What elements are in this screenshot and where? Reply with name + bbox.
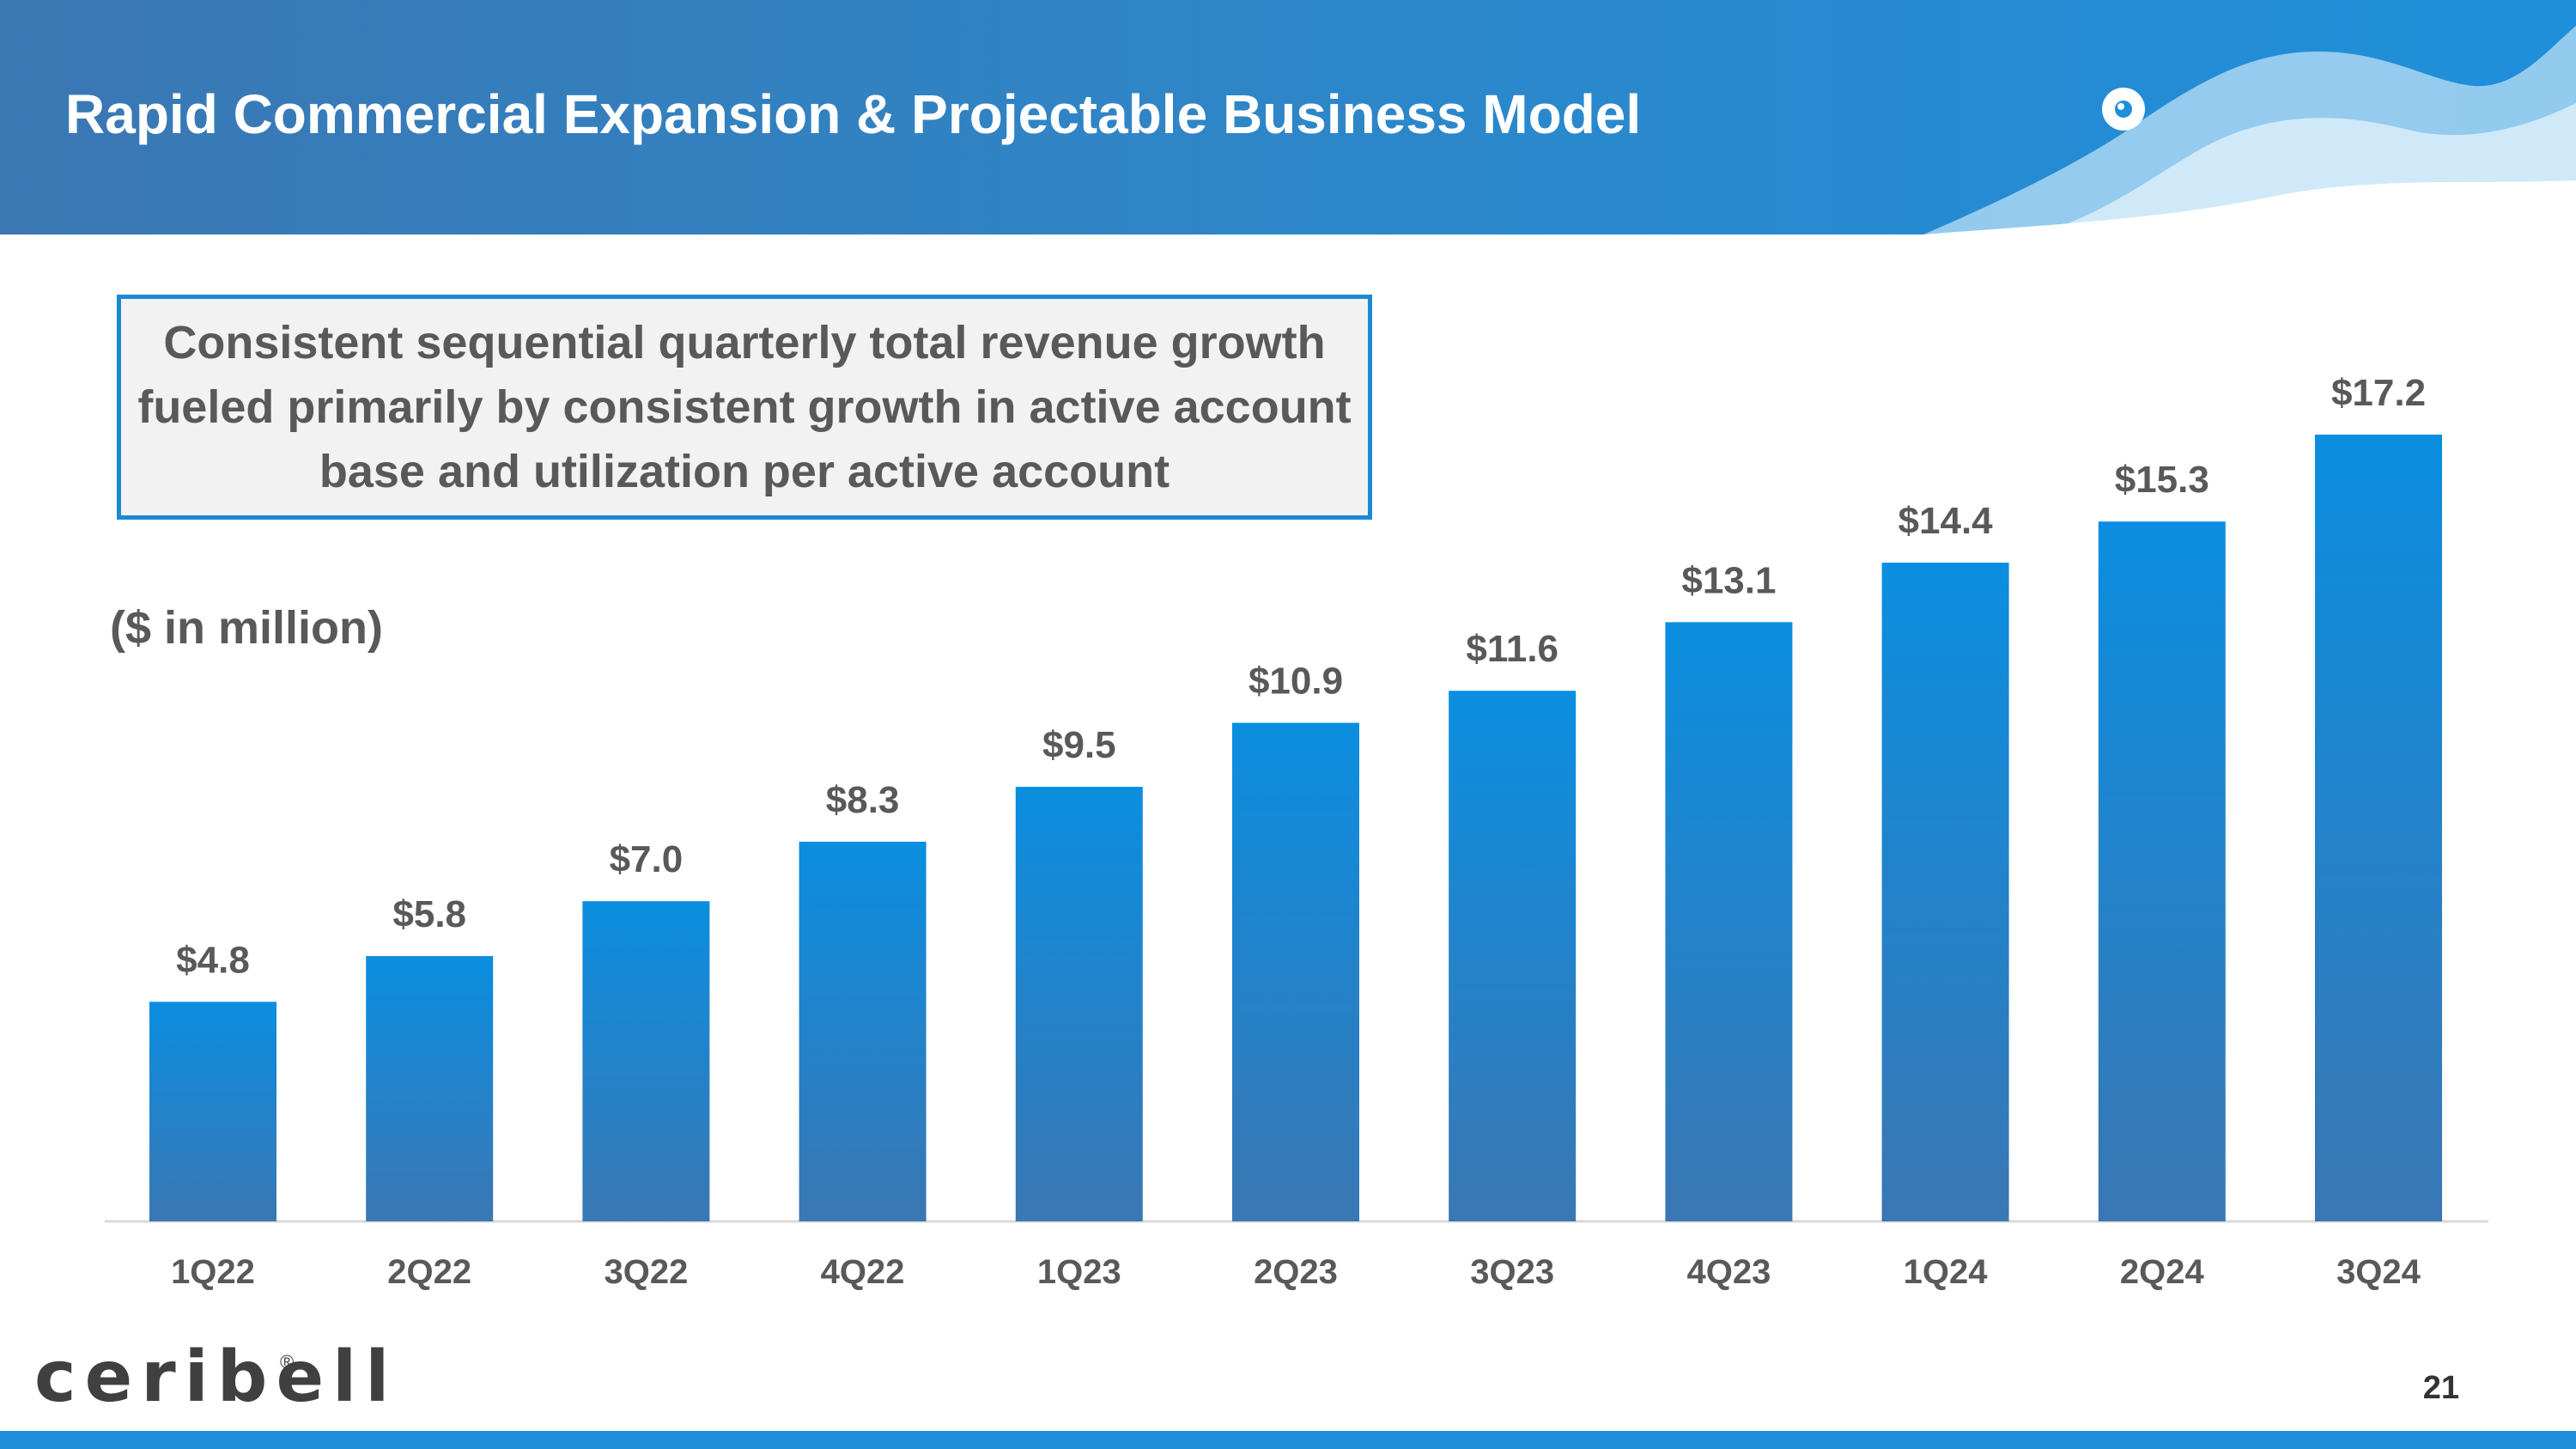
bar-4Q22 (799, 841, 927, 1221)
data-label-2Q24: $15.3 (2115, 459, 2209, 501)
tick-label-4Q22: 4Q22 (821, 1253, 905, 1291)
bar-3Q24 (2315, 435, 2442, 1221)
bar-3Q22 (582, 901, 710, 1221)
tick-label-2Q24: 2Q24 (2120, 1253, 2205, 1291)
slide-header: Rapid Commercial Expansion & Projectable… (0, 0, 2576, 234)
data-label-1Q23: $9.5 (1042, 724, 1116, 766)
bar-2Q22 (366, 956, 494, 1221)
data-label-1Q24: $14.4 (1899, 500, 1994, 542)
callout-box: Consistent sequential quarterly total re… (117, 295, 1372, 520)
bar-4Q23 (1665, 622, 1793, 1221)
circle-dot-icon (2102, 88, 2145, 131)
tick-label-3Q24: 3Q24 (2336, 1253, 2421, 1291)
tick-label-3Q22: 3Q22 (604, 1253, 688, 1291)
tick-label-2Q22: 2Q22 (387, 1253, 471, 1291)
data-label-3Q24: $17.2 (2331, 372, 2426, 414)
ceribell-logo: ceribell (34, 1336, 398, 1418)
page-number: 21 (2422, 1370, 2459, 1406)
bar-1Q24 (1881, 563, 2009, 1221)
footer-bar (0, 1431, 2576, 1449)
data-label-4Q22: $8.3 (826, 779, 900, 821)
bar-3Q23 (1449, 691, 1577, 1221)
bar-2Q23 (1232, 722, 1359, 1221)
tick-label-2Q23: 2Q23 (1254, 1253, 1338, 1291)
data-label-3Q23: $11.6 (1466, 628, 1558, 670)
unit-label: ($ in million) (110, 602, 383, 654)
wave-decoration (1923, 26, 2576, 234)
callout-text: Consistent sequential quarterly total re… (137, 316, 1352, 497)
tick-label-1Q23: 1Q23 (1037, 1253, 1121, 1291)
data-label-2Q23: $10.9 (1249, 661, 1343, 703)
data-label-3Q22: $7.0 (610, 838, 683, 880)
data-label-1Q22: $4.8 (176, 939, 250, 981)
bar-2Q24 (2098, 521, 2226, 1221)
tick-label-4Q23: 4Q23 (1686, 1253, 1771, 1291)
tick-label-1Q22: 1Q22 (171, 1253, 255, 1291)
data-label-2Q22: $5.8 (392, 893, 466, 935)
tick-label-1Q24: 1Q24 (1904, 1253, 1989, 1291)
data-label-4Q23: $13.1 (1681, 559, 1776, 601)
tick-label-3Q23: 3Q23 (1470, 1253, 1554, 1291)
page-title: Rapid Commercial Expansion & Projectable… (65, 83, 1642, 145)
bar-1Q22 (149, 1002, 276, 1221)
registered-mark: ® (280, 1351, 295, 1373)
bar-1Q23 (1015, 787, 1143, 1221)
